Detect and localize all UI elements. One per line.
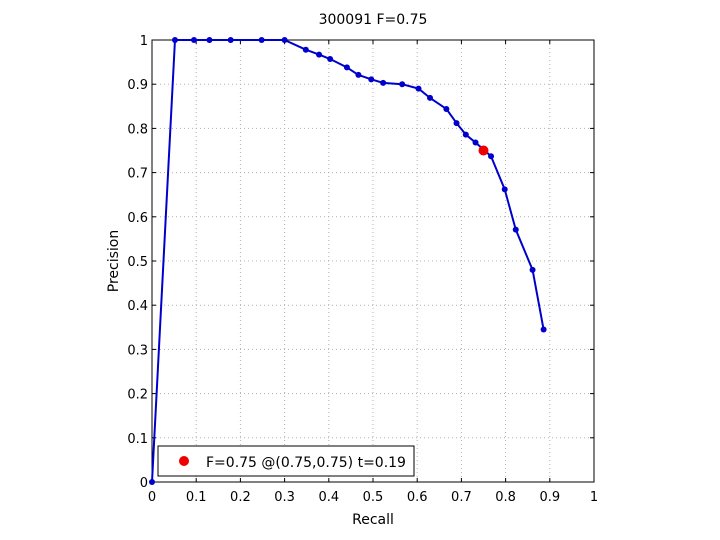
legend: F=0.75 @(0.75,0.75) t=0.19 xyxy=(157,445,415,477)
y-tick-label: 0.7 xyxy=(127,167,148,182)
best-f-marker xyxy=(478,145,489,156)
series-layer xyxy=(149,37,547,485)
data-point xyxy=(355,71,362,78)
x-tick-label: 0 xyxy=(148,490,156,505)
data-point xyxy=(427,94,434,101)
highlight-layer xyxy=(478,145,489,156)
x-axis-label: Recall xyxy=(352,512,394,528)
data-point xyxy=(501,186,508,193)
x-tick-label: 0.5 xyxy=(363,490,384,505)
data-point xyxy=(327,56,334,63)
data-point xyxy=(462,131,469,138)
data-point xyxy=(171,37,178,43)
x-tick-label: 0.7 xyxy=(451,490,472,505)
legend-label: F=0.75 @(0.75,0.75) t=0.19 xyxy=(206,455,406,471)
data-point xyxy=(149,479,155,485)
data-point xyxy=(453,120,460,127)
data-point xyxy=(472,139,479,146)
grid-lines xyxy=(152,40,594,482)
series-line xyxy=(151,39,545,483)
data-point xyxy=(206,37,213,43)
data-point xyxy=(512,226,519,233)
data-point xyxy=(399,81,406,88)
data-point xyxy=(368,76,375,83)
data-point xyxy=(227,37,234,43)
y-tick-label: 1 xyxy=(140,34,148,49)
data-point xyxy=(316,51,323,58)
y-tick-label: 0.2 xyxy=(127,388,148,403)
data-point xyxy=(529,266,536,273)
x-tick-label: 0.2 xyxy=(230,490,251,505)
y-tick-label: 0.6 xyxy=(127,211,148,226)
data-point xyxy=(190,37,197,43)
y-tick-label: 0 xyxy=(140,476,148,491)
y-tick-label: 0.4 xyxy=(127,299,148,314)
data-point xyxy=(281,37,288,43)
data-point xyxy=(302,46,309,53)
chart-title: 300091 F=0.75 xyxy=(319,12,428,28)
data-point xyxy=(380,79,387,86)
x-tick-label: 0.3 xyxy=(274,490,295,505)
y-tick-label: 0.1 xyxy=(127,432,148,447)
x-tick-label: 0.1 xyxy=(186,490,207,505)
data-point xyxy=(488,153,495,160)
y-tick-labels: 0 0.1 0.2 0.3 0.4 0.5 0.6 0.7 0.8 0.9 1 xyxy=(127,34,148,491)
y-tick-label: 0.8 xyxy=(127,122,148,137)
y-tick-label: 0.3 xyxy=(127,343,148,358)
x-tick-label: 0.8 xyxy=(495,490,516,505)
y-axis-label: Precision xyxy=(106,230,122,292)
x-tick-label: 0.9 xyxy=(539,490,560,505)
legend-box xyxy=(157,445,415,477)
legend-marker xyxy=(179,456,189,466)
data-point xyxy=(258,37,265,43)
data-point xyxy=(415,85,422,92)
data-point xyxy=(540,326,547,333)
y-tick-label: 0.9 xyxy=(127,78,148,93)
x-tick-label: 1 xyxy=(590,490,598,505)
data-point xyxy=(443,105,450,112)
x-tick-label: 0.4 xyxy=(318,490,339,505)
x-tick-labels: 0 0.1 0.2 0.3 0.4 0.5 0.6 0.7 0.8 0.9 1 xyxy=(148,490,598,505)
y-tick-label: 0.5 xyxy=(127,255,148,270)
data-point xyxy=(343,64,350,71)
x-tick-label: 0.6 xyxy=(407,490,428,505)
